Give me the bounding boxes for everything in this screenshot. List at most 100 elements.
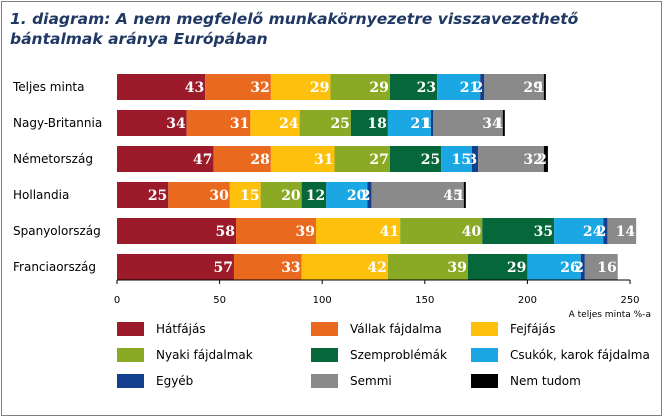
row-label-franciaorszag: Franciaország: [13, 260, 96, 274]
legend-label-szemproblemak: Szemproblémák: [350, 348, 447, 362]
value-label-spanyolorszag-semmi: 14: [616, 224, 636, 240]
value-label-nemetorszag-fejfajas: 31: [314, 152, 333, 168]
x-tick-label-0: 0: [114, 295, 120, 306]
bar-nagy-britannia-nyaki-fajdalmak: [299, 110, 351, 136]
x-tick-label-150: 150: [415, 295, 434, 306]
value-label-nagy-britannia-nem-tudom: 1: [494, 116, 504, 132]
bar-nemetorszag-semmi: [478, 146, 544, 172]
value-label-teljes-minta-egyeb: 2: [474, 80, 484, 96]
bar-teljes-minta-vallak-fajdalma: [205, 74, 271, 100]
bar-nagy-britannia-nem-tudom: [502, 110, 505, 136]
bar-spanyolorszag-hatfajas: [117, 218, 237, 244]
bar-spanyolorszag-szemproblemak: [482, 218, 555, 244]
value-label-nemetorszag-hatfajas: 47: [193, 152, 212, 168]
bar-teljes-minta-csukok-karok-fajdalma: [437, 74, 481, 100]
legend-label-vallak-fajdalma: Vállak fájdalma: [350, 322, 442, 336]
value-label-spanyolorszag-nyaki-fajdalmak: 40: [462, 224, 482, 240]
value-label-franciaorszag-egyeb: 2: [574, 260, 584, 276]
bar-nagy-britannia-hatfajas: [117, 110, 187, 136]
bar-hollandia-egyeb: [367, 182, 372, 208]
value-label-nagy-britannia-fejfajas: 24: [279, 116, 299, 132]
value-label-nagy-britannia-vallak-fajdalma: 31: [230, 116, 249, 132]
legend-label-nyaki-fajdalmak: Nyaki fájdalmak: [156, 348, 253, 362]
value-label-nemetorszag-nem-tudom: 2: [537, 152, 547, 168]
value-label-nagy-britannia-hatfajas: 34: [166, 116, 186, 132]
bar-spanyolorszag-semmi: [607, 218, 637, 244]
value-label-hollandia-egyeb: 2: [361, 188, 371, 204]
bar-nagy-britannia-csukok-karok-fajdalma: [387, 110, 431, 136]
row-label-nagy-britannia: Nagy-Britannia: [13, 116, 102, 130]
value-label-hollandia-szemproblemak: 12: [306, 188, 325, 204]
bar-franciaorszag-vallak-fajdalma: [233, 254, 302, 280]
legend-label-hatfajas: Hátfájás: [156, 322, 206, 336]
value-label-teljes-minta-csukok-karok-fajdalma: 21: [460, 80, 479, 96]
value-label-franciaorszag-semmi: 16: [597, 260, 616, 276]
bar-teljes-minta-egyeb: [480, 74, 485, 100]
value-label-nemetorszag-csukok-karok-fajdalma: 15: [452, 152, 471, 168]
value-label-teljes-minta-nem-tudom: 1: [535, 80, 545, 96]
bar-nemetorszag-csukok-karok-fajdalma: [441, 146, 472, 172]
row-label-hollandia: Hollandia: [13, 188, 69, 202]
value-label-nemetorszag-szemproblemak: 25: [421, 152, 440, 168]
legend-swatch-nyaki-fajdalmak: [117, 348, 144, 362]
bar-hollandia-szemproblemak: [301, 182, 327, 208]
value-label-spanyolorszag-egyeb: 2: [597, 224, 607, 240]
value-label-hollandia-nem-tudom: 1: [455, 188, 465, 204]
bar-teljes-minta-fejfajas: [270, 74, 331, 100]
legend-swatch-fejfajas: [471, 322, 498, 336]
legend-swatch-semmi: [311, 374, 338, 388]
legend-swatch-egyeb: [117, 374, 144, 388]
value-label-franciaorszag-hatfajas: 57: [213, 260, 232, 276]
legend-swatch-nem-tudom: [471, 374, 498, 388]
value-label-teljes-minta-semmi: 29: [523, 80, 542, 96]
bar-nemetorszag-vallak-fajdalma: [213, 146, 271, 172]
row-label-nemetorszag: Németország: [13, 152, 93, 166]
value-label-franciaorszag-szemproblemak: 29: [507, 260, 526, 276]
bar-franciaorszag-egyeb: [580, 254, 585, 280]
bar-nemetorszag-nem-tudom: [543, 146, 548, 172]
value-label-hollandia-hatfajas: 25: [148, 188, 167, 204]
value-label-nemetorszag-nyaki-fajdalmak: 27: [369, 152, 388, 168]
bar-franciaorszag-nyaki-fajdalmak: [387, 254, 468, 280]
legend-label-nem-tudom: Nem tudom: [510, 374, 581, 388]
bar-franciaorszag-szemproblemak: [467, 254, 528, 280]
bar-franciaorszag-semmi: [584, 254, 618, 280]
legend: Hátfájás Vállak fájdalma Fejfájás Nyaki fáj…: [117, 322, 650, 388]
legend-swatch-csukok-karok-fajdalma: [471, 348, 498, 362]
bar-teljes-minta-nem-tudom: [543, 74, 546, 100]
bar-spanyolorszag-nyaki-fajdalmak: [400, 218, 483, 244]
value-label-hollandia-fejfajas: 15: [240, 188, 259, 204]
row-labels: Teljes minta Nagy-Britannia Németország Hol…: [12, 80, 102, 274]
bar-spanyolorszag-csukok-karok-fajdalma: [554, 218, 604, 244]
x-tick-label-200: 200: [518, 295, 537, 306]
bar-franciaorszag-csukok-karok-fajdalma: [527, 254, 581, 280]
value-label-nemetorszag-vallak-fajdalma: 28: [250, 152, 269, 168]
bar-segments: [117, 74, 637, 280]
value-label-teljes-minta-fejfajas: 29: [310, 80, 329, 96]
value-label-franciaorszag-csukok-karok-fajdalma: 26: [560, 260, 579, 276]
value-label-spanyolorszag-vallak-fajdalma: 39: [296, 224, 315, 240]
value-label-nemetorszag-egyeb: 3: [467, 152, 477, 168]
x-axis: 0 50 100 150 200 250 A teljes minta %-a: [114, 279, 651, 320]
bar-hollandia-fejfajas: [229, 182, 261, 208]
value-label-spanyolorszag-fejfajas: 41: [380, 224, 399, 240]
legend-label-csukok-karok-fajdalma: Csukók, karok fájdalma: [510, 348, 650, 362]
value-label-teljes-minta-vallak-fajdalma: 32: [250, 80, 269, 96]
bar-hollandia-semmi: [371, 182, 464, 208]
bar-nemetorszag-egyeb: [472, 146, 479, 172]
bar-hollandia-nyaki-fajdalmak: [260, 182, 302, 208]
legend-label-semmi: Semmi: [350, 374, 392, 388]
value-label-nagy-britannia-nyaki-fajdalmak: 25: [330, 116, 349, 132]
value-label-nagy-britannia-semmi: 34: [482, 116, 502, 132]
legend-swatch-vallak-fajdalma: [311, 322, 338, 336]
bar-nagy-britannia-egyeb: [430, 110, 434, 136]
legend-label-fejfajas: Fejfájás: [510, 322, 555, 336]
value-label-teljes-minta-szemproblemak: 23: [417, 80, 436, 96]
value-label-spanyolorszag-csukok-karok-fajdalma: 24: [583, 224, 603, 240]
value-label-hollandia-vallak-fajdalma: 30: [209, 188, 229, 204]
x-tick-label-100: 100: [313, 295, 332, 306]
value-label-hollandia-nyaki-fajdalmak: 20: [281, 188, 301, 204]
legend-label-egyeb: Egyéb: [156, 374, 193, 388]
